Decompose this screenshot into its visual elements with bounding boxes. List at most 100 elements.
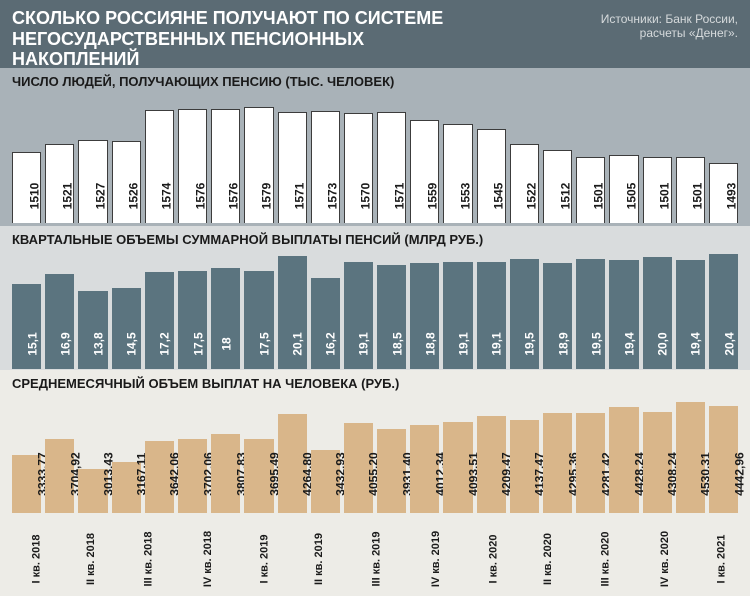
bar-slot: 4308,24 [643, 395, 672, 513]
bar-value-label: 17,5 [191, 332, 205, 355]
bar: 1521 [45, 144, 74, 223]
bar: 3695,49 [244, 439, 273, 513]
bar: 3432,93 [311, 450, 340, 513]
bar: 1493 [709, 163, 738, 223]
sources-line-2: расчеты «Денег». [640, 26, 738, 40]
bar-slot: 1501 [676, 93, 705, 223]
bar-slot: 3013,43 [78, 395, 107, 513]
bar: 20,1 [278, 256, 307, 369]
bar: 3931,40 [377, 429, 406, 513]
bar: 18,9 [543, 263, 572, 369]
bar-value-label: 19,5 [523, 332, 537, 355]
x-tick: I кв. 2019 [240, 524, 289, 594]
bar: 19,4 [676, 260, 705, 369]
bar-slot: 4264,80 [278, 395, 307, 513]
bar-value-label: 19,4 [689, 332, 703, 355]
bar-value-label: 1576 [193, 183, 207, 210]
bar: 4264,80 [278, 414, 307, 513]
bar: 17,2 [145, 272, 174, 369]
bar: 17,5 [178, 271, 207, 369]
x-tick-label: I кв. 2020 [487, 535, 499, 584]
bar: 1553 [443, 124, 472, 223]
bar: 4209,47 [477, 416, 506, 513]
bar: 1576 [211, 109, 240, 223]
x-tick-label: III кв. 2019 [371, 531, 383, 586]
bar-slot: 1527 [78, 93, 107, 223]
bar: 3702,06 [178, 439, 207, 513]
bar: 4428,24 [609, 407, 638, 513]
bar-slot: 3167,11 [112, 395, 141, 513]
x-tick-label: IV кв. 2019 [431, 531, 443, 587]
bar-slot: 4530,31 [676, 395, 705, 513]
bar-slot: 1522 [510, 93, 539, 223]
x-tick-label: II кв. 2018 [85, 533, 97, 585]
bar-slot: 3807,83 [211, 395, 240, 513]
x-tick: III кв. 2019 [349, 524, 404, 594]
bar-value-label: 1527 [93, 183, 107, 210]
bar-slot: 4428,24 [609, 395, 638, 513]
bar: 14,5 [112, 288, 141, 369]
bar-value-label: 20,1 [291, 332, 305, 355]
bar: 18,8 [410, 263, 439, 369]
chart-panel-percapita: СРЕДНЕМЕСЯЧНЫЙ ОБЪЕМ ВЫПЛАТ НА ЧЕЛОВЕКА … [0, 370, 750, 516]
bar-slot: 19,5 [576, 251, 605, 369]
x-tick-label: II кв. 2020 [542, 533, 554, 585]
bar-slot: 1501 [643, 93, 672, 223]
bar: 19,1 [344, 262, 373, 369]
bar: 3704,92 [45, 439, 74, 514]
bar: 4308,24 [643, 412, 672, 513]
bar-slot: 1493 [709, 93, 738, 223]
bar-value-label: 1574 [160, 183, 174, 210]
bar-value-label: 1545 [492, 183, 506, 210]
bar-slot: 17,2 [145, 251, 174, 369]
bar-row: 3333,773704,923013,433167,113642,063702,… [12, 395, 738, 513]
bar: 19,1 [443, 262, 472, 369]
bar-value-label: 13,8 [92, 332, 106, 355]
chart-panel-recipients: ЧИСЛО ЛЮДЕЙ, ПОЛУЧАЮЩИХ ПЕНСИЮ (ТЫС. ЧЕЛ… [0, 68, 750, 226]
bar-slot: 3704,92 [45, 395, 74, 513]
bar: 19,4 [609, 260, 638, 369]
bar-slot: 16,9 [45, 251, 74, 369]
chart-panels: ЧИСЛО ЛЮДЕЙ, ПОЛУЧАЮЩИХ ПЕНСИЮ (ТЫС. ЧЕЛ… [0, 68, 750, 516]
bar-value-label: 16,2 [324, 332, 338, 355]
sources-line-1: Источники: Банк России, [601, 12, 738, 26]
bar: 20,4 [709, 254, 738, 369]
x-tick-label: II кв. 2019 [313, 533, 325, 585]
bar: 13,8 [78, 291, 107, 369]
chart-title: СРЕДНЕМЕСЯЧНЫЙ ОБЪЕМ ВЫПЛАТ НА ЧЕЛОВЕКА … [12, 376, 738, 391]
bar-value-label: 17,2 [158, 332, 172, 355]
bar-value-label: 1510 [27, 183, 41, 210]
bar: 3642,06 [145, 441, 174, 513]
bar-value-label: 1570 [359, 183, 373, 210]
bar-slot: 19,1 [477, 251, 506, 369]
bar-value-label: 1526 [127, 183, 141, 210]
bar-slot: 19,4 [676, 251, 705, 369]
bar: 1571 [278, 112, 307, 223]
bar: 1559 [410, 120, 439, 223]
bar: 1545 [477, 129, 506, 223]
x-tick-label: III кв. 2020 [599, 531, 611, 586]
bar: 4442,96 [709, 406, 738, 513]
bar-slot: 17,5 [178, 251, 207, 369]
bar: 1512 [543, 150, 572, 223]
bar: 1501 [643, 157, 672, 223]
bar-value-label: 20,4 [722, 332, 736, 355]
bar-slot: 3333,77 [12, 395, 41, 513]
bar-slot: 4442,96 [709, 395, 738, 513]
bar-value-label: 19,1 [490, 332, 504, 355]
x-tick: II кв. 2020 [522, 524, 574, 594]
x-tick: III кв. 2020 [578, 524, 633, 594]
x-tick-label: IV кв. 2018 [202, 531, 214, 587]
bar-slot: 16,2 [311, 251, 340, 369]
x-tick: I кв. 2021 [697, 524, 746, 594]
bar: 20,0 [643, 257, 672, 369]
header: СКОЛЬКО РОССИЯНЕ ПОЛУЧАЮТ ПО СИСТЕМЕ НЕГ… [0, 0, 750, 68]
x-tick: IV кв. 2018 [180, 524, 236, 594]
title-line-1: СКОЛЬКО РОССИЯНЕ ПОЛУЧАЮТ ПО СИСТЕМЕ [12, 8, 443, 28]
x-tick: III кв. 2018 [121, 524, 176, 594]
x-axis: I кв. 2018II кв. 2018III кв. 2018IV кв. … [12, 524, 738, 594]
bar-slot: 20,1 [278, 251, 307, 369]
x-tick-label: I кв. 2021 [716, 535, 728, 584]
bar: 3167,11 [112, 462, 141, 513]
bar: 4295,36 [543, 413, 572, 513]
